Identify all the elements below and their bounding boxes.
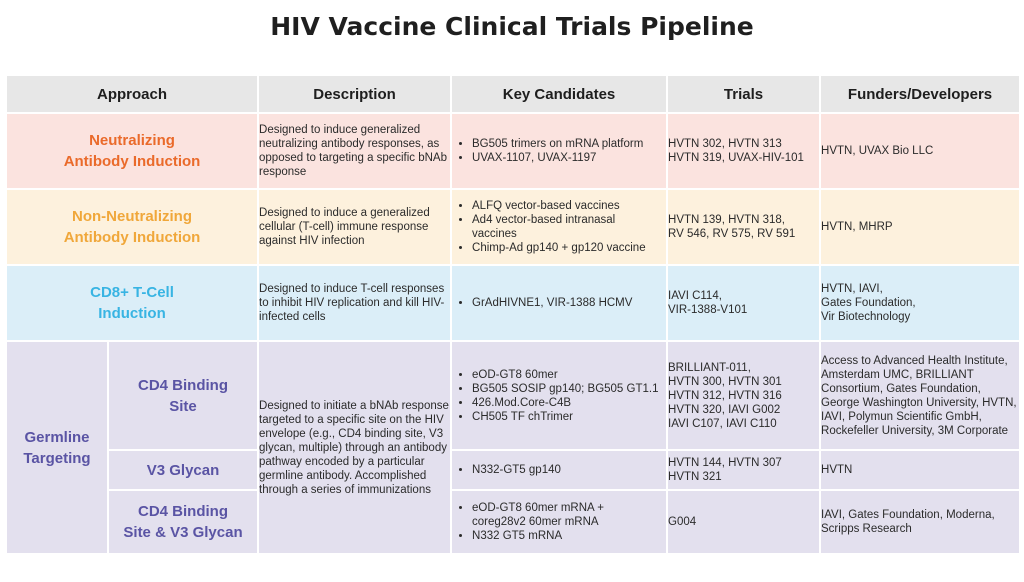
description-cell: Designed to initiate a bNAb response tar…	[257, 340, 453, 555]
description-cell: Designed to induce a generalized cellula…	[257, 188, 453, 266]
pipeline-table: Approach Description Key Candidates Tria…	[4, 74, 1022, 555]
candidates-cell: GrAdHIVNE1, VIR-1388 HCMV	[450, 264, 669, 342]
candidate-item: ALFQ vector-based vaccines	[472, 199, 660, 213]
subapproach-name: V3 Glycan	[146, 461, 220, 479]
funders-cell: IAVI, Gates Foundation, Moderna, Scripps…	[819, 489, 1022, 555]
candidate-item: N332-GT5 gp140	[472, 463, 660, 477]
description-cell: Designed to induce generalized neutraliz…	[257, 112, 453, 190]
header-approach: Approach	[4, 74, 260, 114]
subapproach-cell: CD4 Binding Site	[106, 340, 260, 451]
header-funders: Funders/Developers	[819, 74, 1022, 114]
candidate-item: Chimp-Ad gp140 + gp120 vaccine	[472, 241, 660, 255]
table-row: Neutralizing Antibody Induction Designed…	[4, 112, 1022, 190]
funders-cell: HVTN, MHRP	[819, 188, 1022, 266]
trials-cell: G004	[666, 489, 822, 555]
trials-cell: HVTN 144, HVTN 307 HVTN 321	[666, 449, 822, 491]
candidates-cell: ALFQ vector-based vaccines Ad4 vector-ba…	[450, 188, 669, 266]
approach-name: CD8+ T-Cell	[90, 284, 174, 301]
approach-cell: Neutralizing Antibody Induction	[4, 112, 260, 190]
approach-name: Targeting	[23, 449, 91, 467]
candidate-item: GrAdHIVNE1, VIR-1388 HCMV	[472, 296, 660, 310]
header-description: Description	[257, 74, 453, 114]
candidate-item: N332 GT5 mRNA	[472, 529, 660, 543]
approach-name: Antibody Induction	[63, 153, 201, 170]
approach-cell-germline: Germline Targeting	[5, 340, 109, 555]
approach-name: Antibody Induction	[63, 229, 201, 246]
funders-cell: HVTN	[819, 449, 1022, 491]
table-row: Germline Targeting CD4 Binding Site Desi…	[5, 340, 1022, 555]
funders-cell: HVTN, UVAX Bio LLC	[819, 112, 1022, 190]
header-trials: Trials	[666, 74, 822, 114]
candidates-cell: eOD-GT8 60mer mRNA + coreg28v2 60mer mRN…	[450, 489, 669, 555]
header-row: Approach Description Key Candidates Tria…	[4, 74, 1022, 114]
trials-cell: IAVI C114, VIR-1388-V101	[666, 264, 822, 342]
subapproach-cell: CD4 Binding Site & V3 Glycan	[106, 489, 260, 555]
trials-cell: HVTN 302, HVTN 313 HVTN 319, UVAX-HIV-10…	[666, 112, 822, 190]
candidates-cell: eOD-GT8 60mer BG505 SOSIP gp140; BG505 G…	[450, 340, 669, 451]
candidate-item: 426.Mod.Core-C4B	[472, 396, 660, 410]
candidate-item: eOD-GT8 60mer mRNA + coreg28v2 60mer mRN…	[472, 501, 660, 529]
approach-name: Induction	[98, 305, 166, 322]
funders-cell: Access to Advanced Health Institute, Ams…	[819, 340, 1022, 451]
header-candidates: Key Candidates	[450, 74, 669, 114]
approach-cell: Non-Neutralizing Antibody Induction	[4, 188, 260, 266]
approach-name: Neutralizing	[89, 132, 175, 149]
candidate-item: eOD-GT8 60mer	[472, 368, 660, 382]
candidate-item: BG505 trimers on mRNA platform	[472, 137, 660, 151]
subapproach-name: CD4 Binding	[138, 503, 228, 520]
trials-cell: BRILLIANT-011, HVTN 300, HVTN 301 HVTN 3…	[666, 340, 822, 451]
subapproach-name: CD4 Binding	[138, 376, 228, 394]
approach-name: Non-Neutralizing	[72, 208, 192, 225]
page-title: HIV Vaccine Clinical Trials Pipeline	[270, 12, 754, 41]
funders-cell: HVTN, IAVI, Gates Foundation, Vir Biotec…	[819, 264, 1022, 342]
table-row: Non-Neutralizing Antibody Induction Desi…	[4, 188, 1022, 266]
candidate-item: CH505 TF chTrimer	[472, 410, 660, 424]
table-row: CD4 Binding Site & V3 Glycan eOD-GT8 60m…	[6, 489, 1022, 555]
candidate-item: BG505 SOSIP gp140; BG505 GT1.1	[472, 382, 660, 396]
approach-name: Germline	[24, 428, 90, 446]
table-row: V3 Glycan N332-GT5 gp140 HVTN 144, HVTN …	[6, 449, 1022, 491]
subapproach-name: Site	[169, 397, 197, 415]
subapproach-cell: V3 Glycan	[106, 449, 260, 491]
table-row: CD8+ T-Cell Induction Designed to induce…	[4, 264, 1022, 342]
candidates-cell: N332-GT5 gp140	[450, 449, 669, 491]
candidate-item: UVAX-1107, UVAX-1197	[472, 151, 660, 165]
trials-cell: HVTN 139, HVTN 318, RV 546, RV 575, RV 5…	[666, 188, 822, 266]
description-cell: Designed to induce T-cell responses to i…	[257, 264, 453, 342]
candidates-cell: BG505 trimers on mRNA platform UVAX-1107…	[450, 112, 669, 190]
candidate-item: Ad4 vector-based intranasal vaccines	[472, 213, 660, 241]
approach-cell: CD8+ T-Cell Induction	[4, 264, 260, 342]
subapproach-name: Site & V3 Glycan	[123, 524, 243, 541]
